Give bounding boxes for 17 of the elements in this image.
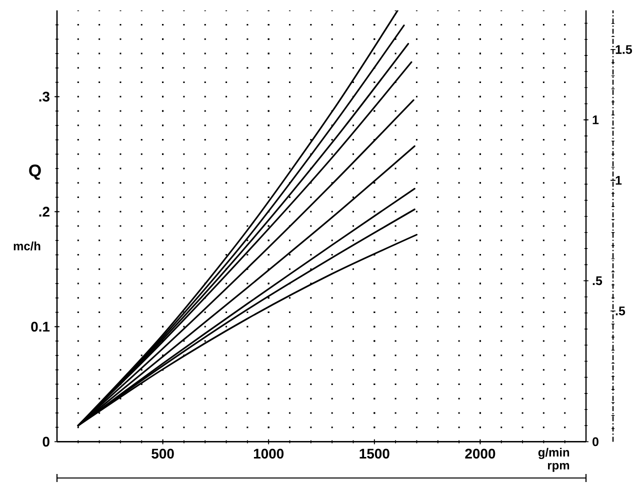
x-tick-label: 1000	[254, 448, 284, 459]
y3-tick-label: 1.5	[616, 45, 632, 54]
y3-tick-label: 1	[616, 176, 622, 185]
y3-tick-label: .5	[616, 306, 626, 316]
x-tick-label: 500	[152, 448, 174, 459]
y-axis-title: Q	[29, 164, 41, 180]
y-tick-label: .3	[39, 92, 50, 102]
y-tick-label: 0	[42, 436, 50, 447]
y-tick-label: .2	[39, 206, 50, 217]
y2-tick-label: 1	[592, 116, 599, 124]
x-axis-title: g/min rpm	[538, 448, 570, 472]
text: mc/h	[14, 242, 40, 250]
y2-tick-label: .5	[592, 276, 602, 286]
x-tick-label: 1500	[360, 448, 390, 459]
y2-tick-label: 0	[592, 437, 598, 446]
x-tick-label: 2000	[465, 448, 496, 459]
y-tick-label: 0.1	[31, 322, 50, 332]
